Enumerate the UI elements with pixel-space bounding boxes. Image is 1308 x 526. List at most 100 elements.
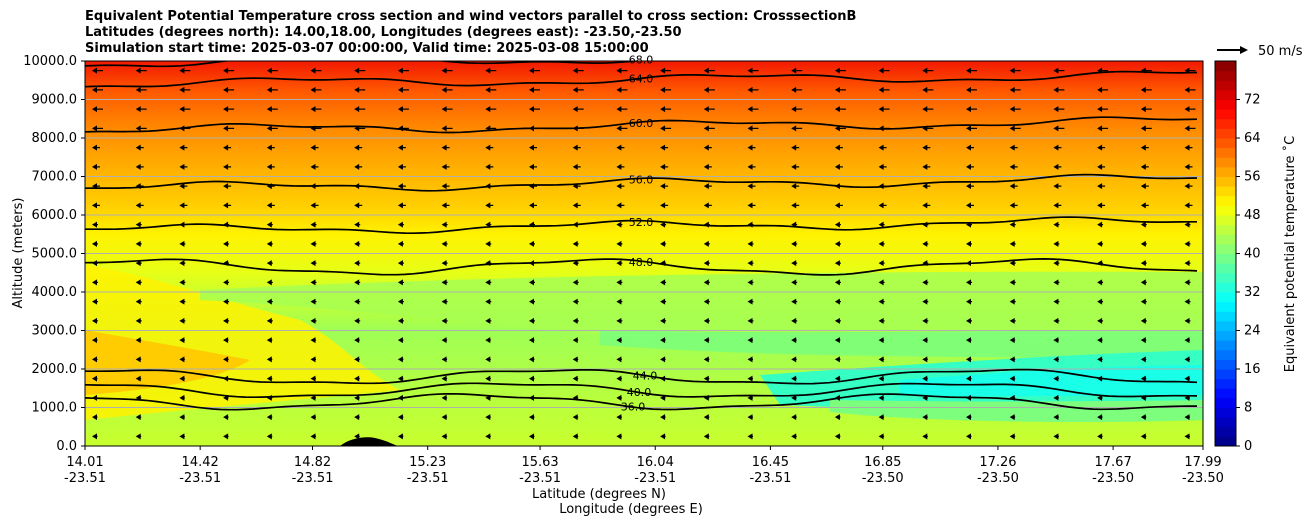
- wind-vector-head: [922, 260, 928, 267]
- wind-vector-head: [1184, 279, 1190, 286]
- wind-vector-head: [1009, 394, 1015, 401]
- wind-vector-head: [922, 86, 928, 93]
- wind-vector-head: [135, 221, 141, 228]
- wind-vector-head: [878, 106, 884, 113]
- wind-vector-head: [966, 394, 971, 401]
- wind-vector-head: [441, 86, 447, 93]
- wind-vector-head: [397, 414, 403, 421]
- wind-vector-head: [966, 433, 971, 440]
- wind-vector-head: [791, 163, 797, 170]
- wind-vector-head: [1140, 279, 1146, 286]
- wind-vector-head: [310, 337, 316, 344]
- colorbar-band: [1215, 340, 1236, 351]
- wind-vector-head: [266, 221, 272, 228]
- contour-label: 68.0: [629, 54, 654, 67]
- contour-label: 36.0: [621, 400, 646, 413]
- wind-vector-head: [529, 240, 534, 247]
- wind-vector-head: [92, 144, 97, 151]
- wind-vector-head: [397, 86, 403, 93]
- wind-vector-head: [1009, 337, 1015, 344]
- wind-vector-head: [266, 202, 272, 209]
- wind-vector-head: [485, 202, 491, 209]
- colorbar-band: [1215, 369, 1236, 380]
- wind-vector-head: [703, 279, 709, 286]
- wind-vector-head: [135, 414, 141, 421]
- contour-line: [85, 258, 1198, 276]
- wind-vector-head: [703, 298, 709, 305]
- wind-vector-head: [485, 317, 491, 324]
- wind-vector-head: [397, 279, 403, 286]
- colorbar-band: [1215, 215, 1236, 226]
- x-tick-label-longitude: -23.51: [519, 471, 561, 486]
- wind-vector-head: [441, 202, 447, 209]
- wind-vector-head: [834, 163, 840, 170]
- wind-vector-head: [616, 67, 622, 74]
- wind-vector-head: [354, 317, 360, 324]
- colorbar-band: [1215, 359, 1236, 370]
- wind-vector-head: [354, 433, 360, 440]
- wind-vector-head: [1184, 356, 1190, 363]
- y-axis: 0.0 1000.0 2000.0 3000.0 4000.0 5000.0 6000.0 7…: [23, 54, 85, 454]
- wind-vector-head: [1009, 144, 1015, 151]
- wind-vector-head: [223, 125, 229, 132]
- wind-vector-head: [397, 394, 403, 401]
- wind-vector-head: [92, 125, 97, 132]
- wind-vector-head: [179, 337, 185, 344]
- colorbar-band: [1215, 166, 1236, 177]
- wind-vector-head: [616, 298, 622, 305]
- wind-vector-head: [791, 67, 797, 74]
- colorbar-tick-label: 64: [1244, 131, 1261, 146]
- wind-vector-head: [529, 317, 534, 324]
- wind-vector-head: [92, 183, 97, 190]
- wind-vector-head: [1184, 394, 1190, 401]
- wind-vector-head: [747, 356, 753, 363]
- wind-vector-head: [966, 337, 971, 344]
- wind-vector-head: [485, 163, 491, 170]
- wind-vector-head: [441, 279, 447, 286]
- wind-vector-head: [223, 221, 229, 228]
- wind-vector-head: [791, 202, 797, 209]
- wind-vector-head: [92, 260, 97, 267]
- wind-vector-head: [747, 279, 753, 286]
- wind-vector-head: [747, 221, 753, 228]
- y-tick-label: 1000.0: [32, 401, 78, 416]
- wind-vector-head: [397, 163, 403, 170]
- wind-vector-head: [660, 240, 666, 247]
- x-tick-label-latitude: 14.82: [294, 455, 331, 470]
- wind-vector-head: [223, 240, 229, 247]
- x-tick-label-latitude: 17.99: [1184, 455, 1221, 470]
- wind-vector-head: [310, 356, 316, 363]
- wind-vector-head: [354, 202, 360, 209]
- wind-vector-head: [1097, 240, 1103, 247]
- wind-vector-head: [1009, 260, 1015, 267]
- wind-vector-head: [1009, 433, 1015, 440]
- wind-vector-head: [529, 67, 534, 74]
- wind-vector-head: [966, 163, 971, 170]
- wind-vector-head: [791, 394, 797, 401]
- wind-vector-head: [616, 163, 622, 170]
- colorbar-band: [1215, 436, 1236, 447]
- wind-vector-head: [1053, 125, 1059, 132]
- wind-vector-head: [834, 221, 840, 228]
- wind-vector-head: [135, 375, 141, 382]
- colorbar-band: [1215, 282, 1236, 293]
- wind-vector-head: [1140, 356, 1146, 363]
- wind-vector-head: [791, 279, 797, 286]
- wind-vector-head: [179, 106, 185, 113]
- wind-vector-head: [660, 144, 666, 151]
- wind-vector-head: [966, 125, 971, 132]
- colorbar-tick-label: 24: [1244, 324, 1261, 339]
- x-axis-label-latitude: Latitude (degrees N): [532, 487, 666, 502]
- wind-vector-head: [922, 221, 928, 228]
- wind-vector-head: [485, 125, 491, 132]
- wind-vector-head: [92, 414, 97, 421]
- wind-vector-head: [1140, 298, 1146, 305]
- wind-vector-head: [310, 67, 316, 74]
- wind-vector-head: [223, 183, 229, 190]
- wind-vector-head: [266, 394, 272, 401]
- wind-vector-head: [485, 394, 491, 401]
- wind-vector-head: [310, 106, 316, 113]
- colorbar-band: [1215, 243, 1236, 254]
- wind-vector-head: [660, 202, 666, 209]
- contour-line: [85, 70, 1198, 88]
